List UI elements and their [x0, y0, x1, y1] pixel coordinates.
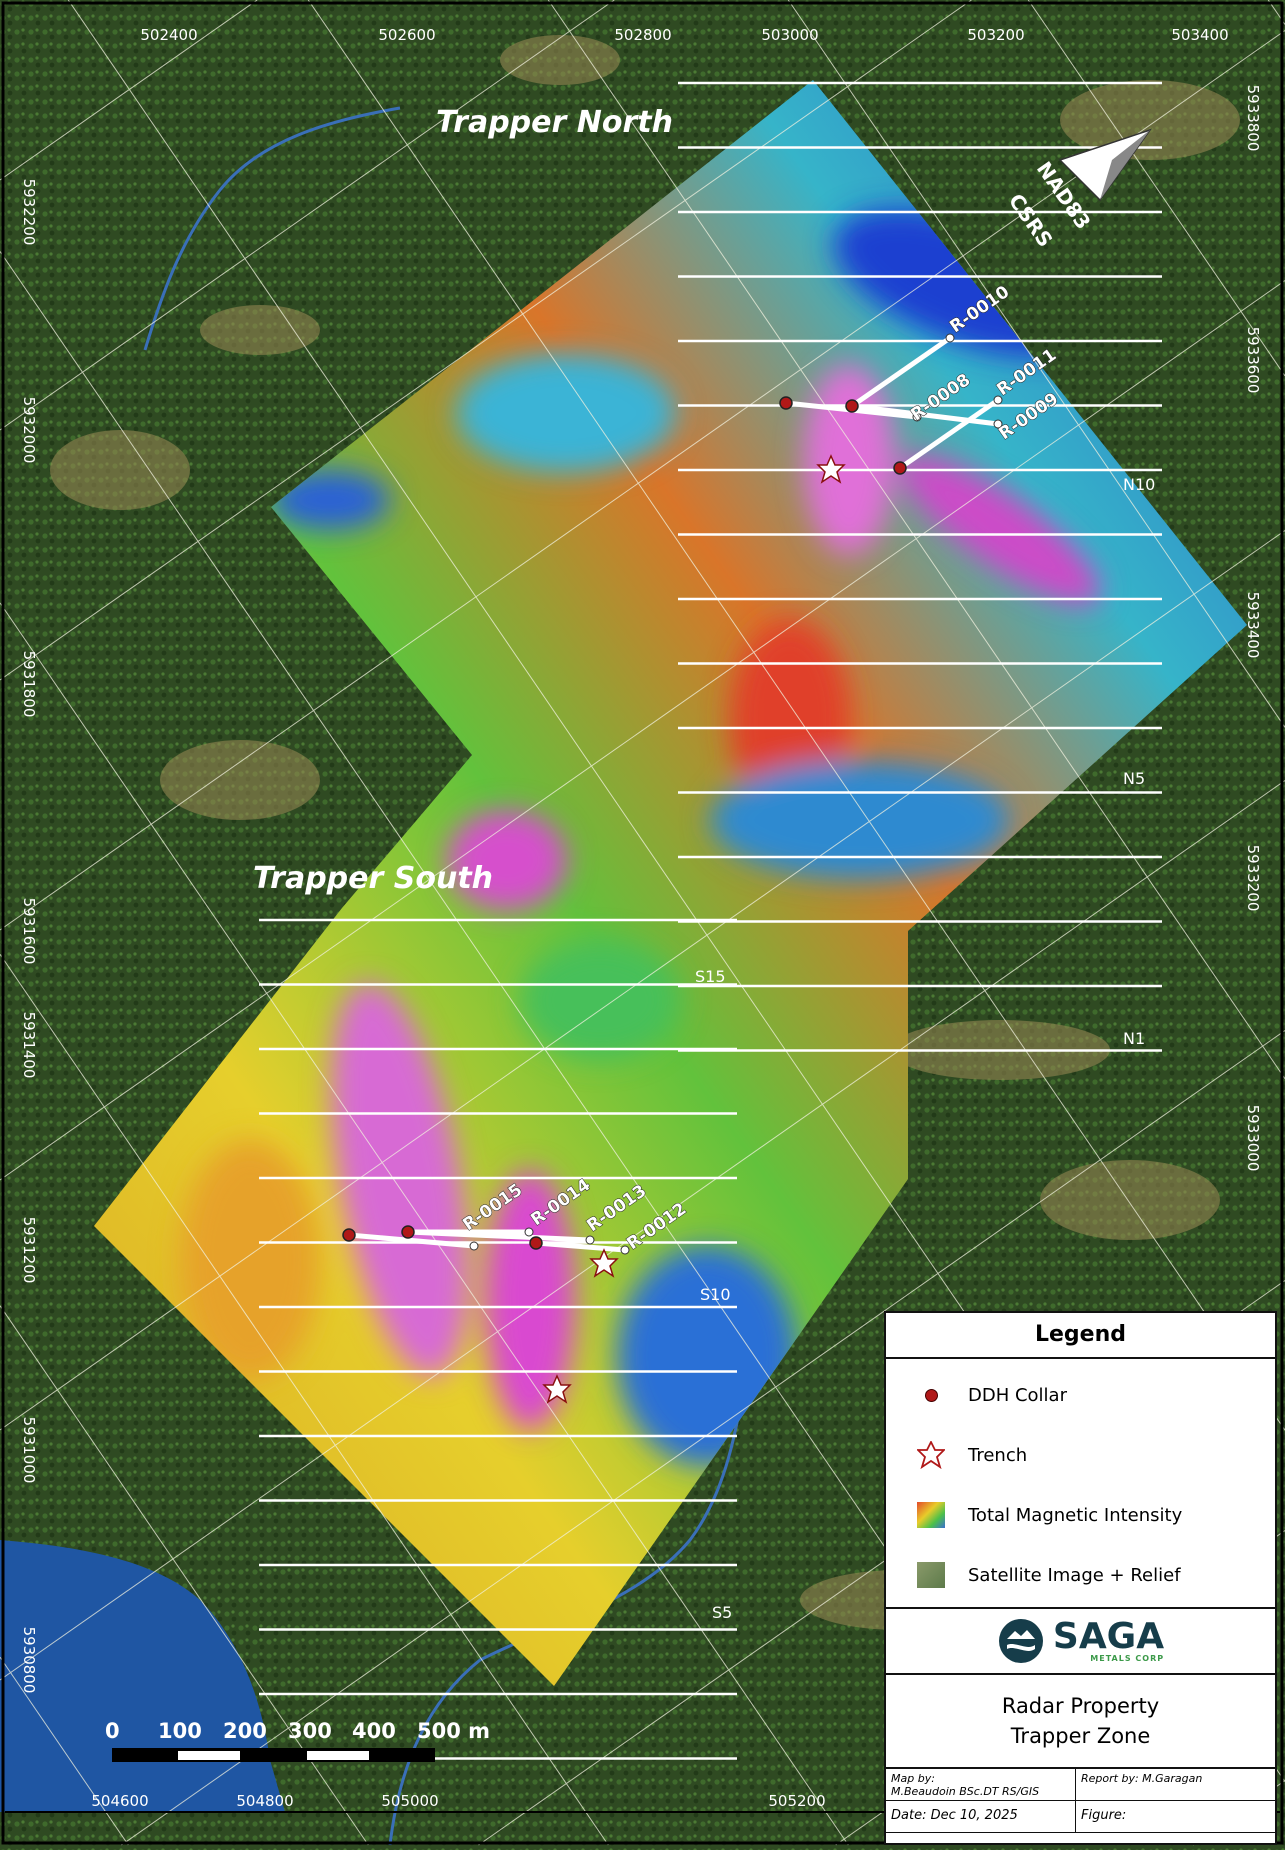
survey-line-labels: N10 N5 N1 S15 S10 S5 — [695, 475, 1155, 1622]
grid-line — [0, 0, 972, 681]
scale-bar: 0 100 200 300 400 500 m — [105, 1719, 490, 1762]
coordinate-label: 5931200 — [20, 1217, 38, 1284]
coordinate-label: 5933000 — [1244, 1105, 1262, 1172]
zone-label-trapper-south: Trapper South — [253, 861, 493, 896]
zone-label-trapper-north: Trapper North — [436, 105, 673, 140]
grid-line — [121, 1030, 1285, 1846]
legend-item-magnetic: Total Magnetic Intensity — [886, 1485, 1275, 1545]
title-block-footer: Map by: M.Beaudoin BSc.DT RS/GIS Report b… — [886, 1769, 1275, 1833]
star-icon — [916, 1440, 946, 1470]
coordinate-label: 505200 — [768, 1792, 825, 1810]
legend-label: DDH Collar — [968, 1384, 1067, 1406]
map-date: Date: Dec 10, 2025 — [886, 1801, 1076, 1833]
coordinate-label: 5930800 — [20, 1627, 38, 1694]
coordinate-label: 5933600 — [1244, 327, 1262, 394]
river-north — [143, 106, 401, 351]
map-by-label: Map by: — [891, 1772, 935, 1785]
coordinate-label: 502400 — [140, 26, 197, 44]
grid-line — [0, 954, 609, 1846]
grid-line — [1027, 0, 1285, 377]
red-dot-icon — [916, 1380, 946, 1410]
coordinate-label: 5931600 — [20, 898, 38, 965]
grid-line — [307, 0, 1285, 1431]
logo-sub: METALS CORP — [1090, 1654, 1165, 1663]
coordinate-label: 502800 — [614, 26, 671, 44]
legend-item-ddh-collar: DDH Collar — [886, 1365, 1275, 1425]
legend-item-trench: Trench — [886, 1425, 1275, 1485]
scale-label: 200 — [223, 1719, 267, 1743]
scale-label: 300 — [288, 1719, 332, 1743]
legend-label: Total Magnetic Intensity — [968, 1504, 1183, 1526]
coordinate-label: 503400 — [1171, 26, 1228, 44]
map-title: Radar Property Trapper Zone — [886, 1675, 1275, 1769]
scale-label: 400 — [352, 1719, 396, 1743]
coordinate-label: 503200 — [967, 26, 1024, 44]
company-logo: SAGA METALS CORP — [886, 1609, 1275, 1675]
grid-line — [0, 0, 615, 431]
coordinate-label: 5933400 — [1244, 592, 1262, 659]
grid-line — [0, 280, 1285, 1181]
coordinate-label: 5931400 — [20, 1012, 38, 1079]
logo-name: SAGA — [1052, 1616, 1165, 1657]
grid-line — [787, 0, 1285, 728]
map-by: Map by: M.Beaudoin BSc.DT RS/GIS — [886, 1769, 1076, 1801]
line-label-n1: N1 — [1123, 1029, 1145, 1048]
lake — [0, 1540, 285, 1812]
report-by: Report by: M.Garagan — [1076, 1769, 1275, 1801]
saga-logo-icon — [998, 1619, 1043, 1663]
magnetic-swatch-icon — [916, 1500, 946, 1530]
legend-item-satellite: Satellite Image + Relief — [886, 1545, 1275, 1605]
figure-number: Figure: — [1076, 1801, 1275, 1833]
grid-line — [0, 780, 1285, 1681]
scale-label: 100 — [158, 1719, 202, 1743]
drillholes-south — [348, 1229, 626, 1253]
map-by-value: M.Beaudoin BSc.DT RS/GIS — [891, 1785, 1040, 1798]
legend-items: DDH Collar Trench Total Magnetic Intensi… — [886, 1359, 1275, 1609]
coordinate-label: 5932200 — [20, 179, 38, 246]
coordinate-label: 505000 — [381, 1792, 438, 1810]
legend-label: Trench — [968, 1444, 1028, 1466]
grid-line — [547, 0, 1285, 1080]
legend-title: Legend — [886, 1313, 1275, 1359]
grid-line — [0, 530, 1285, 1431]
title-line2: Trapper Zone — [1010, 1724, 1151, 1748]
coordinate-label: 5931000 — [20, 1417, 38, 1484]
scale-label: 500 m — [417, 1719, 490, 1743]
survey-lines — [259, 81, 1162, 1760]
coordinate-label: 5933200 — [1244, 845, 1262, 912]
satellite-swatch-icon — [916, 1560, 946, 1590]
scale-label: 0 — [105, 1719, 120, 1743]
ddh-collars — [342, 396, 907, 1250]
title-line1: Radar Property — [1001, 1694, 1160, 1718]
legend-panel: Legend DDH Collar Trench Total Magnetic … — [884, 1311, 1277, 1845]
grid-line — [0, 602, 849, 1846]
coordinate-label: 5931800 — [20, 651, 38, 718]
line-label-n5: N5 — [1123, 769, 1145, 788]
coordinate-label: 504800 — [236, 1792, 293, 1810]
grid-line — [0, 1656, 129, 1846]
coordinate-label: 5933800 — [1244, 85, 1262, 152]
trench-icon — [542, 1374, 572, 1404]
coordinate-label: 504600 — [91, 1792, 148, 1810]
line-label-s15: S15 — [695, 967, 726, 986]
trench-icon — [589, 1248, 619, 1278]
hole-ends — [469, 333, 1003, 1255]
trench-stars — [542, 454, 846, 1404]
line-label-s10: S10 — [700, 1285, 731, 1304]
coordinate-label: 502600 — [378, 26, 435, 44]
line-label-s5: S5 — [712, 1603, 732, 1622]
trench-icon — [816, 454, 846, 484]
coordinate-label: 503000 — [761, 26, 818, 44]
legend-label: Satellite Image + Relief — [968, 1564, 1181, 1586]
grid-line — [0, 30, 1285, 931]
coordinate-label: 5932000 — [20, 397, 38, 464]
line-label-n10: N10 — [1123, 475, 1155, 494]
grid-line — [0, 0, 258, 181]
